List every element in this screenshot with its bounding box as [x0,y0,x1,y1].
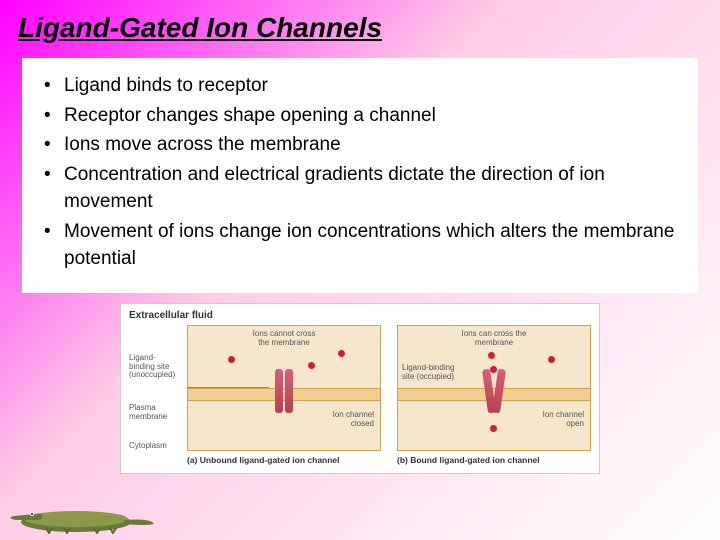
side-labels: Ligand-binding site (unoccupied) Plasma … [129,324,181,483]
binding-site-occupied-label: Ligand-binding site (occupied) [402,364,458,382]
panel-a-caption: (a) Unbound ligand-gated ion channel [187,455,381,465]
bullet-list-box: Ligand binds to receptor Receptor change… [22,58,698,293]
panel-a-closed-channel: Ions cannot cross the membrane Ion chann… [187,325,381,451]
binding-site-unoccupied-label: Ligand-binding site (unoccupied) [129,354,181,380]
ion-channel-diagram: Extracellular fluid Ligand-binding site … [120,303,600,474]
panel-b-caption: (b) Bound ligand-gated ion channel [397,455,591,465]
ion-dot [338,350,345,357]
bullet-item: Concentration and electrical gradients d… [44,161,680,216]
ions-cannot-cross-label: Ions cannot cross the membrane [249,330,319,348]
leader-line [187,387,269,388]
bullet-item: Receptor changes shape opening a channel [44,102,680,130]
crocodile-icon [6,494,156,534]
ion-dot [488,352,495,359]
diagram-container: Extracellular fluid Ligand-binding site … [0,303,720,474]
bullet-list: Ligand binds to receptor Receptor change… [44,72,680,273]
panel-b-open-channel: Ions can cross the membrane Ligand-bindi… [397,325,591,451]
channel-open-label: Ion channel open [534,411,584,429]
ion-dot [548,356,555,363]
diagram-panels: Ions cannot cross the membrane Ion chann… [187,325,591,451]
bullet-item: Ions move across the membrane [44,131,680,159]
ion-dot [308,362,315,369]
channel-closed-label: Ion channel closed [324,411,374,429]
bullet-item: Ligand binds to receptor [44,72,680,100]
ion-dot [228,356,235,363]
plasma-membrane-label: Plasma membrane [129,404,181,422]
caption-row: (a) Unbound ligand-gated ion channel (b)… [187,455,591,465]
ion-channel-closed-icon [275,369,293,413]
bullet-item: Movement of ions change ion concentratio… [44,218,680,273]
ion-channel-open-icon [485,369,503,413]
slide-title: Ligand-Gated Ion Channels [0,0,720,52]
cytoplasm-label: Cytoplasm [129,442,181,451]
extracellular-label: Extracellular fluid [129,310,591,321]
ions-can-cross-label: Ions can cross the membrane [459,330,529,348]
ion-dot [490,425,497,432]
